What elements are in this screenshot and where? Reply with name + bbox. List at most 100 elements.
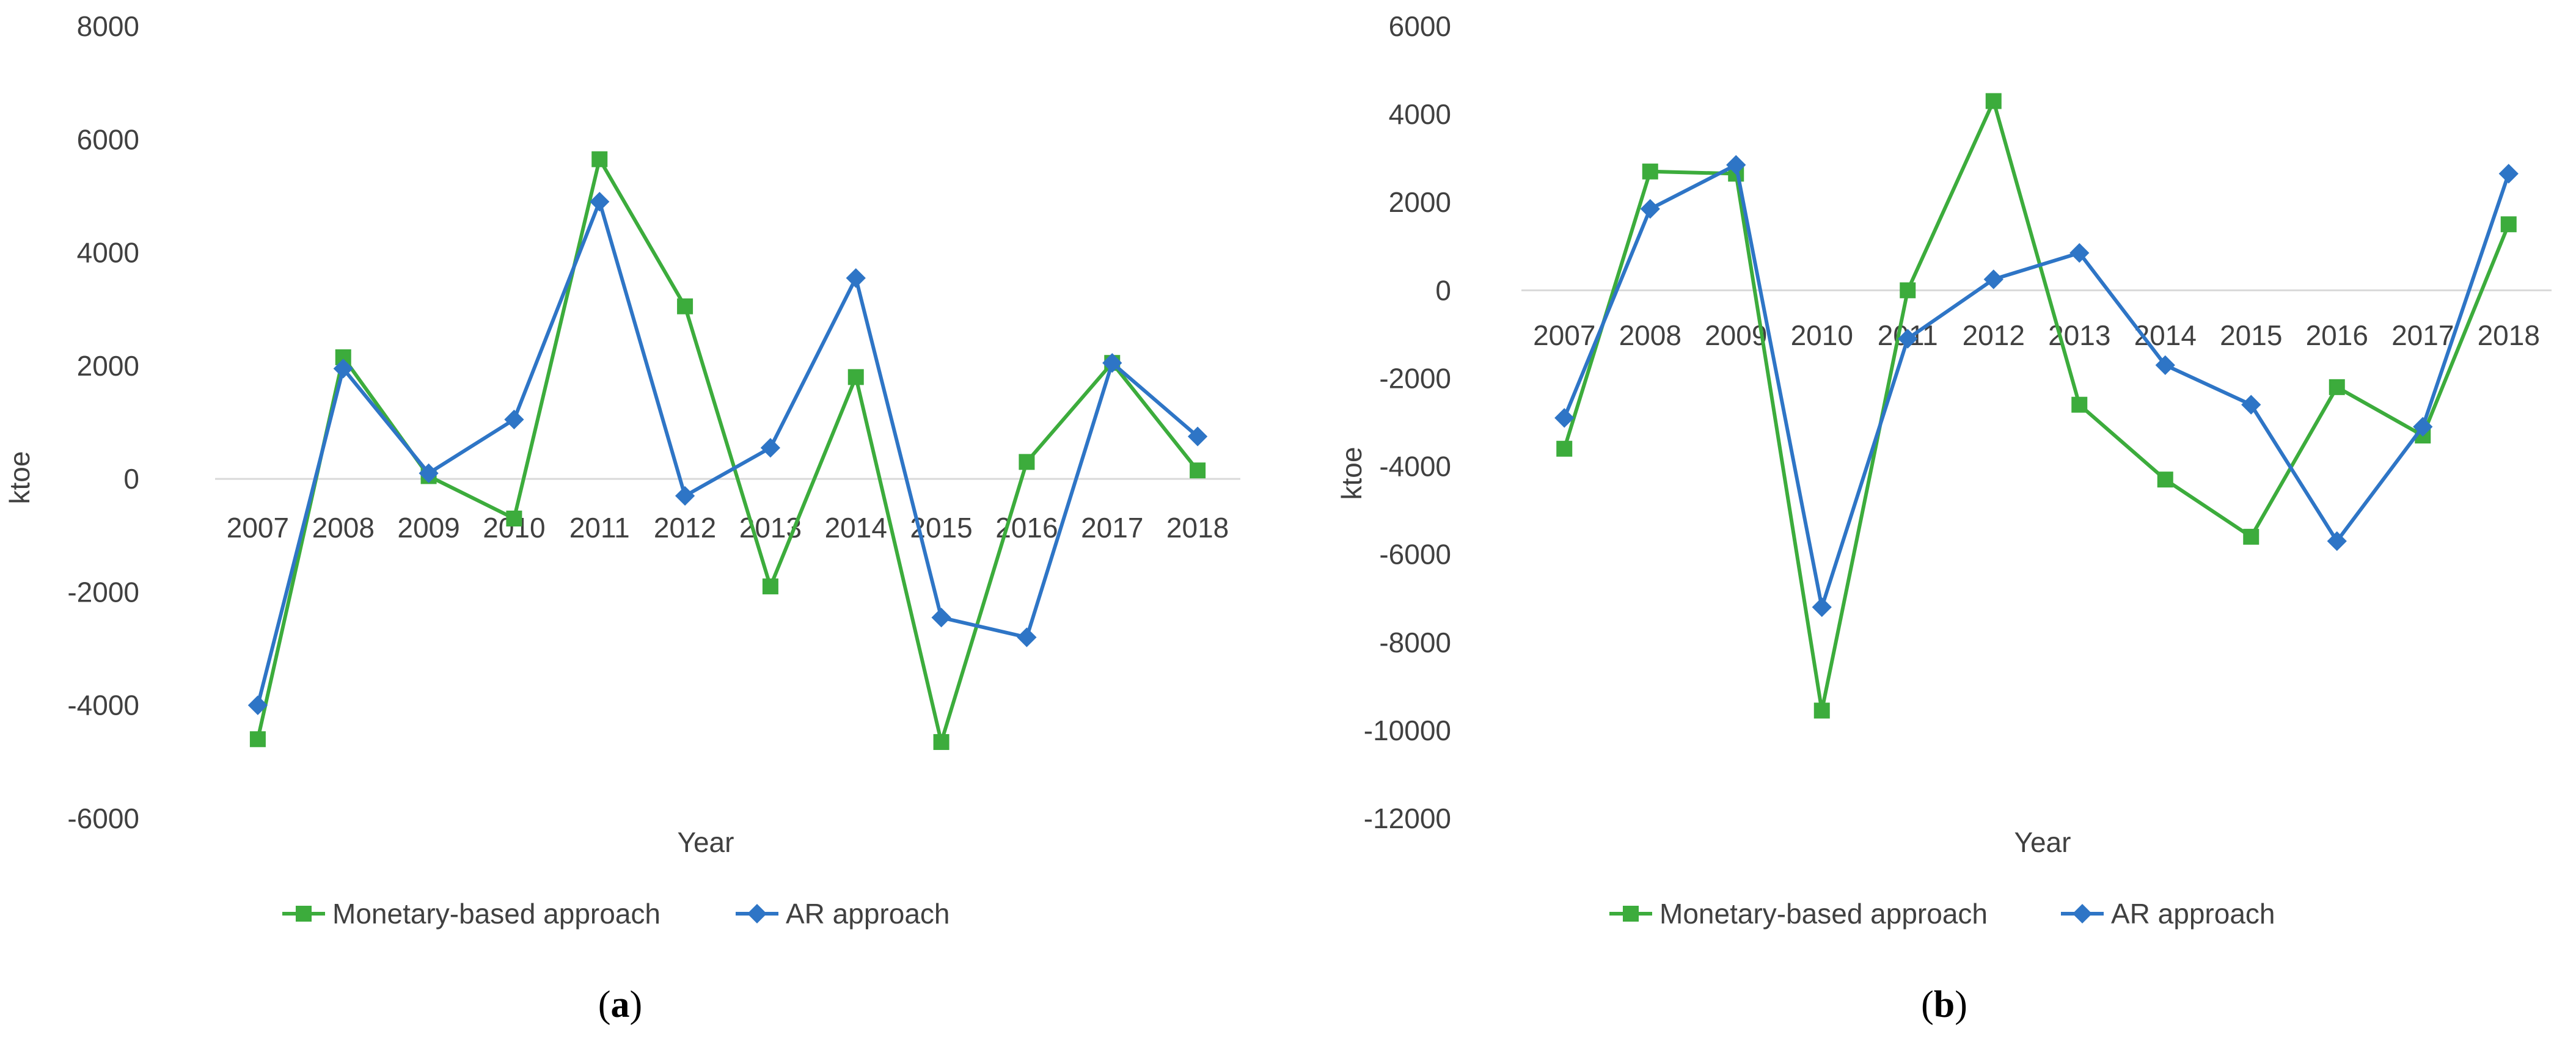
- y-tick-label: -6000: [67, 803, 139, 834]
- y-tick-label: -2000: [1379, 362, 1451, 394]
- data-point-square: [933, 734, 950, 750]
- data-point-diamond: [590, 192, 610, 212]
- x-tick-label: 2015: [2220, 319, 2282, 351]
- x-tick-label: 2018: [2478, 319, 2540, 351]
- data-point-square: [2500, 216, 2517, 233]
- x-tick-label: 2016: [2306, 319, 2368, 351]
- data-point-square: [1813, 702, 1830, 719]
- x-tick-label: 2017: [1081, 512, 1143, 544]
- x-tick-label: 2007: [1533, 319, 1595, 351]
- data-point-diamond: [2155, 355, 2175, 375]
- data-point-square: [249, 731, 266, 748]
- data-point-diamond: [1554, 408, 1575, 428]
- data-point-square: [1642, 163, 1658, 180]
- data-point-diamond: [419, 463, 439, 483]
- y-tick-label: 8000: [77, 10, 139, 42]
- x-tick-label: 2012: [1963, 319, 2025, 351]
- data-point-square: [2071, 396, 2088, 413]
- data-point-square: [847, 369, 864, 385]
- legend-marker-square: [296, 906, 312, 922]
- data-point-diamond: [1898, 329, 1918, 349]
- x-axis-title: Year: [678, 826, 734, 858]
- series-line-ar: [1562, 162, 2511, 610]
- data-point-diamond: [760, 438, 781, 458]
- y-tick-label: 4000: [1389, 98, 1451, 130]
- data-point-diamond: [333, 359, 353, 379]
- x-tick-label: 2008: [1619, 319, 1681, 351]
- y-tick-label: 4000: [77, 237, 139, 269]
- data-point-square: [677, 298, 693, 315]
- y-tick-label: 0: [123, 463, 139, 495]
- x-tick-label: 2009: [397, 512, 459, 544]
- legend-item: Monetary-based approach: [282, 898, 660, 930]
- x-tick-label: 2007: [227, 512, 289, 544]
- y-tick-label: -6000: [1379, 539, 1451, 570]
- y-tick-label: -2000: [67, 576, 139, 608]
- chart-panel-a: 8000 6000 4000 2000 0 -2000 -4000 -6000 2007 2008…: [4, 10, 1240, 1025]
- data-point-diamond: [1102, 353, 1122, 373]
- y-tick-label: 6000: [1389, 10, 1451, 42]
- legend-marker-diamond: [747, 904, 767, 923]
- series-line-monetary: [255, 157, 1199, 744]
- data-point-diamond: [247, 695, 268, 715]
- data-point-square: [1556, 440, 1573, 457]
- data-point-diamond: [1017, 627, 1037, 647]
- data-point-square: [1190, 462, 1206, 479]
- data-point-diamond: [1726, 155, 1746, 175]
- data-point-square: [591, 151, 608, 167]
- x-tick-label: 2014: [825, 512, 887, 544]
- legend-item: AR approach: [736, 898, 950, 930]
- legend-label: AR approach: [786, 898, 950, 930]
- legend-label: Monetary-based approach: [332, 898, 660, 930]
- data-point-square: [1900, 282, 1916, 299]
- x-tick-label: 2018: [1166, 512, 1229, 544]
- data-point-diamond: [1640, 198, 1660, 219]
- series-line-ar: [256, 200, 1199, 706]
- x-tick-label: 2010: [1791, 319, 1853, 351]
- data-point-diamond: [1812, 597, 1832, 617]
- y-tick-label: 0: [1435, 274, 1451, 306]
- legend-label: AR approach: [2111, 898, 2275, 930]
- data-point-square: [1985, 93, 2002, 109]
- y-tick-label: -10000: [1364, 715, 1451, 746]
- panel-label: (b): [1921, 984, 1967, 1025]
- data-point-square: [762, 578, 778, 595]
- data-point-diamond: [504, 409, 524, 429]
- data-point-diamond: [2413, 417, 2433, 437]
- chart-panel-b: 6000 4000 2000 0 -2000 -4000 -6000 -8000 -10000 -…: [1336, 10, 2552, 1025]
- data-point-diamond: [675, 486, 695, 506]
- legend-item: AR approach: [2061, 898, 2275, 930]
- x-tick-label: 2017: [2391, 319, 2454, 351]
- data-point-diamond: [931, 607, 951, 628]
- y-tick-label: -12000: [1364, 803, 1451, 834]
- legend-label: Monetary-based approach: [1659, 898, 1988, 930]
- data-point-diamond: [2327, 531, 2347, 552]
- legend-marker-square: [1623, 906, 1639, 922]
- series-line-monetary: [1562, 99, 2511, 713]
- data-point-square: [2243, 528, 2259, 545]
- x-tick-label: 2009: [1705, 319, 1767, 351]
- data-point-diamond: [846, 268, 866, 288]
- data-point-square: [1019, 454, 1035, 470]
- x-tick-label: 2012: [654, 512, 716, 544]
- x-tick-label: 2011: [569, 512, 630, 544]
- y-tick-label: 2000: [77, 350, 139, 382]
- legend-marker-diamond: [2073, 904, 2092, 923]
- data-point-square: [2329, 379, 2345, 395]
- legend-item: Monetary-based approach: [1609, 898, 1988, 930]
- data-point-diamond: [2498, 164, 2519, 184]
- x-tick-label: 2008: [312, 512, 375, 544]
- y-tick-label: -8000: [1379, 627, 1451, 658]
- data-point-square: [506, 510, 522, 526]
- x-axis-title: Year: [2014, 826, 2071, 858]
- y-tick-label: -4000: [1379, 451, 1451, 482]
- y-axis-title: ktoe: [4, 451, 35, 504]
- data-point-diamond: [1187, 426, 1208, 446]
- data-point-diamond: [2069, 242, 2090, 263]
- panel-label: (a): [598, 984, 642, 1025]
- y-axis-title: ktoe: [1336, 447, 1367, 500]
- y-tick-label: -4000: [67, 690, 139, 721]
- y-tick-label: 2000: [1389, 186, 1451, 218]
- data-point-diamond: [1983, 269, 2003, 289]
